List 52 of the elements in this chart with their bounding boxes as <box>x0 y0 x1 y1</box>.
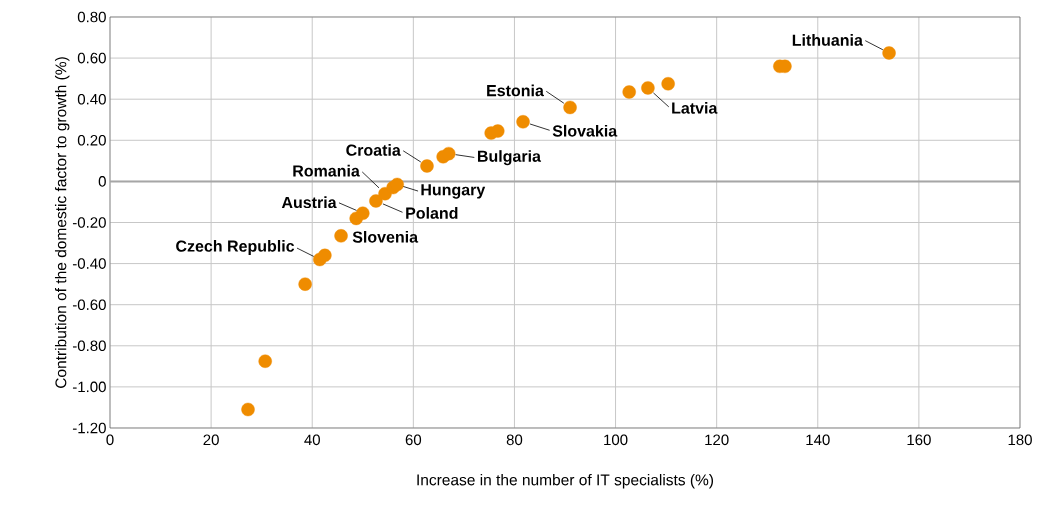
x-tick-label: 40 <box>304 434 320 446</box>
annotation: Estonia <box>487 84 544 97</box>
annotation: Poland <box>406 207 458 219</box>
annotation: Czech Republic <box>176 240 295 255</box>
point <box>622 85 636 99</box>
x-tick-label: 140 <box>806 434 830 446</box>
y-tick-label: -0.40 <box>72 258 106 269</box>
annotation: Romania <box>293 164 360 177</box>
y-tick-label: 0.80 <box>77 11 106 23</box>
point <box>641 81 655 95</box>
point <box>390 177 404 192</box>
annotation: Bulgaria <box>477 150 542 166</box>
point <box>516 115 530 129</box>
annotation: Slovakia <box>552 124 618 137</box>
point <box>661 77 675 91</box>
point <box>442 146 456 161</box>
x-tick-label: 60 <box>405 434 422 446</box>
annotation: Latvia <box>672 102 718 114</box>
x-axis-title: Increase in the number of IT specialists (%) <box>417 474 714 489</box>
annotation: Croatia <box>346 144 401 156</box>
point <box>258 354 272 368</box>
y-tick-label: 0.40 <box>77 93 106 105</box>
y-tick-label: -0.20 <box>72 217 106 228</box>
x-tick-label: 160 <box>907 434 931 446</box>
point <box>356 206 370 220</box>
annotation: Austria <box>281 196 337 209</box>
y-tick-label: -1.00 <box>72 381 106 393</box>
point <box>334 229 348 243</box>
x-tick-label: 100 <box>604 434 628 446</box>
point <box>420 159 434 173</box>
y-tick-label: -1.20 <box>72 422 106 434</box>
y-tick-label: 0.20 <box>77 134 106 146</box>
x-tick-label: 20 <box>203 434 219 446</box>
point <box>369 194 383 208</box>
point <box>241 402 255 417</box>
y-axis-title: Contribution of the domestic factor to growth (%) <box>54 57 70 388</box>
point <box>882 46 896 60</box>
y-tick-label: 0 <box>98 176 106 187</box>
x-tick-label: 0 <box>106 434 114 446</box>
annotation: Slovenia <box>352 230 419 243</box>
point <box>318 248 332 263</box>
point <box>563 100 577 115</box>
annotation: Hungary <box>421 184 486 199</box>
point <box>491 124 505 138</box>
annotation: Lithuania <box>792 34 863 46</box>
x-tick-label: 80 <box>506 434 523 446</box>
x-tick-label: 120 <box>705 434 729 446</box>
y-tick-label: 0.60 <box>77 52 106 64</box>
point <box>298 277 312 291</box>
y-tick-label: -0.80 <box>72 340 106 352</box>
x-tick-label: 180 <box>1008 434 1032 446</box>
y-tick-label: -0.60 <box>72 299 106 310</box>
